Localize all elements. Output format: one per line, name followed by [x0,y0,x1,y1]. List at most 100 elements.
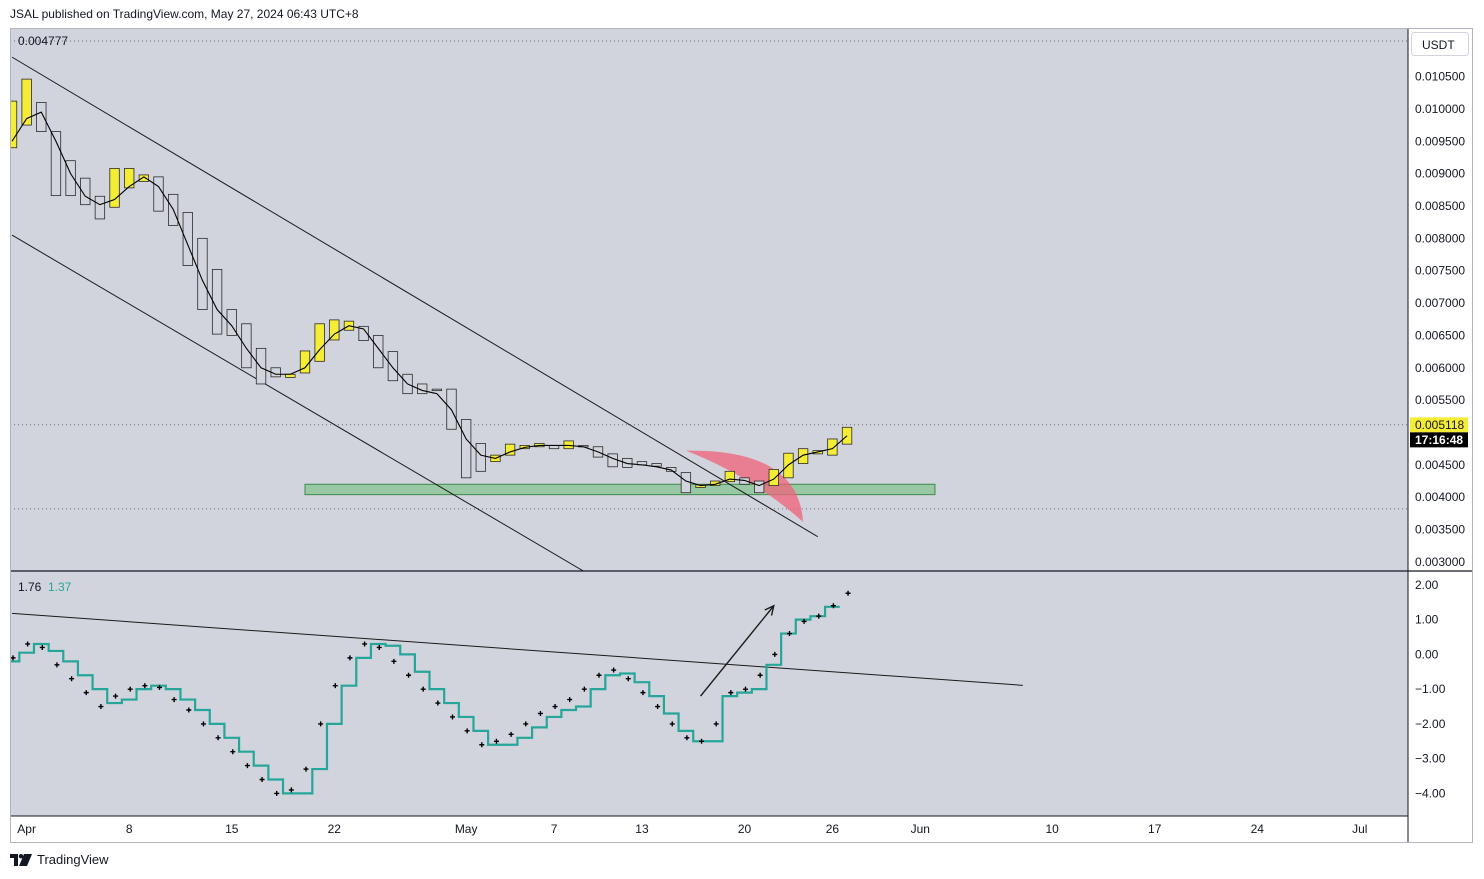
oscillator-cross-marker[interactable] [171,697,177,703]
candle[interactable] [358,325,369,341]
oscillator-pane-background[interactable] [10,571,1408,816]
oscillator-cross-marker[interactable] [25,641,31,647]
oscillator-trendline[interactable] [11,612,1023,686]
oscillator-cross-marker[interactable] [830,603,836,609]
oscillator-cross-marker[interactable] [127,686,133,692]
oscillator-cross-marker[interactable] [596,672,602,678]
candle[interactable] [651,463,662,467]
support-zone-rectangle[interactable] [304,483,936,496]
oscillator-cross-marker[interactable] [728,690,734,696]
candle[interactable] [124,168,135,189]
oscillator-cross-marker[interactable] [786,631,792,637]
time-axis[interactable]: Apr 8 15 22 May 7 13 20 26 Jun 10 17 24 Jul [10,815,1473,843]
trend-arrow-head[interactable] [764,604,775,616]
oscillator-cross-marker[interactable] [230,749,236,755]
oscillator-cross-marker[interactable] [567,697,573,703]
chart-frame[interactable]: 0.004777 1.76 1.37 Apr 8 15 22 May 7 13 20 26 Jun 1… [10,28,1473,843]
candle[interactable] [754,480,765,494]
oscillator-cross-marker[interactable] [288,787,294,793]
oscillator-step-line[interactable] [10,605,840,795]
oscillator-cross-marker[interactable] [464,728,470,734]
oscillator-cross-marker[interactable] [200,721,206,727]
oscillator-cross-marker[interactable] [10,655,16,661]
oscillator-cross-marker[interactable] [816,613,822,619]
oscillator-cross-marker[interactable] [318,721,324,727]
candle[interactable] [10,100,18,149]
candle[interactable] [182,212,193,266]
candle[interactable] [724,470,735,483]
candle[interactable] [373,335,384,369]
candle[interactable] [109,168,120,208]
oscillator-cross-marker[interactable] [669,721,675,727]
candle[interactable] [255,347,267,385]
oscillator-cross-marker[interactable] [493,738,499,744]
oscillator-cross-marker[interactable] [581,686,587,692]
candle[interactable] [695,484,706,488]
oscillator-cross-marker[interactable] [54,662,60,668]
candle[interactable] [211,269,223,335]
oscillator-cross-marker[interactable] [625,676,631,682]
candle[interactable] [65,160,76,197]
oscillator-cross-marker[interactable] [362,641,368,647]
candle[interactable] [241,323,252,369]
oscillator-cross-marker[interactable] [244,763,250,769]
candle[interactable] [622,457,633,468]
candle[interactable] [50,131,62,197]
arc-highlight-shape[interactable] [685,450,804,522]
candle[interactable] [827,438,838,456]
oscillator-cross-marker[interactable] [215,735,221,741]
moving-average-line[interactable] [11,111,848,487]
oscillator-cross-marker[interactable] [259,777,265,783]
oscillator-cross-marker[interactable] [420,686,426,692]
oscillator-cross-marker[interactable] [743,686,748,692]
time-axis-background[interactable] [10,816,1408,843]
oscillator-cross-marker[interactable] [655,704,661,710]
oscillator-cross-marker[interactable] [113,693,119,699]
oscillator-cross-marker[interactable] [83,690,89,696]
candle[interactable] [504,443,516,456]
candle[interactable] [563,440,574,450]
candle[interactable] [387,351,399,382]
oscillator-cross-marker[interactable] [552,704,558,710]
candle[interactable] [460,419,472,479]
oscillator-cross-marker[interactable] [435,700,441,706]
candle[interactable] [36,102,47,132]
oscillator-cross-marker[interactable] [274,790,280,796]
candle[interactable] [21,78,32,126]
candle[interactable] [680,472,692,494]
oscillator-cross-marker[interactable] [39,644,45,650]
candle[interactable] [607,453,618,468]
candle[interactable] [797,448,809,464]
candle[interactable] [329,319,340,341]
oscillator-cross-marker[interactable] [479,742,485,748]
candle[interactable] [739,477,750,485]
trend-arrow-line[interactable] [700,605,775,697]
oscillator-cross-marker[interactable] [450,714,455,720]
price-pane[interactable]: 0.004777 [10,28,1408,571]
oscillator-cross-marker[interactable] [303,766,309,772]
oscillator-cross-marker[interactable] [332,683,338,689]
candle[interactable] [710,480,721,486]
oscillator-cross-marker[interactable] [640,690,646,696]
oscillator-cross-marker[interactable] [801,618,807,624]
oscillator-cross-marker[interactable] [537,710,543,716]
candle[interactable] [314,323,325,362]
oscillator-cross-marker[interactable] [157,684,162,690]
candle[interactable] [475,443,486,472]
candle[interactable] [841,426,853,445]
channel-upper-trendline[interactable] [11,56,819,538]
price-pane-background[interactable] [10,28,1408,571]
oscillator-cross-marker[interactable] [391,658,397,664]
currency-selector[interactable]: USDT [1411,32,1469,56]
oscillator-cross-marker[interactable] [406,672,412,678]
oscillator-cross-marker[interactable] [611,667,617,673]
oscillator-cross-marker[interactable] [845,590,851,596]
oscillator-cross-marker[interactable] [376,644,382,650]
oscillator-pane[interactable]: 1.76 1.37 [10,571,1408,816]
candle[interactable] [197,237,208,310]
oscillator-cross-marker[interactable] [186,707,192,713]
oscillator-cross-marker[interactable] [713,721,719,727]
tradingview-footer[interactable]: TradingView [10,852,109,867]
oscillator-cross-marker[interactable] [98,704,104,710]
oscillator-cross-marker[interactable] [757,672,763,678]
